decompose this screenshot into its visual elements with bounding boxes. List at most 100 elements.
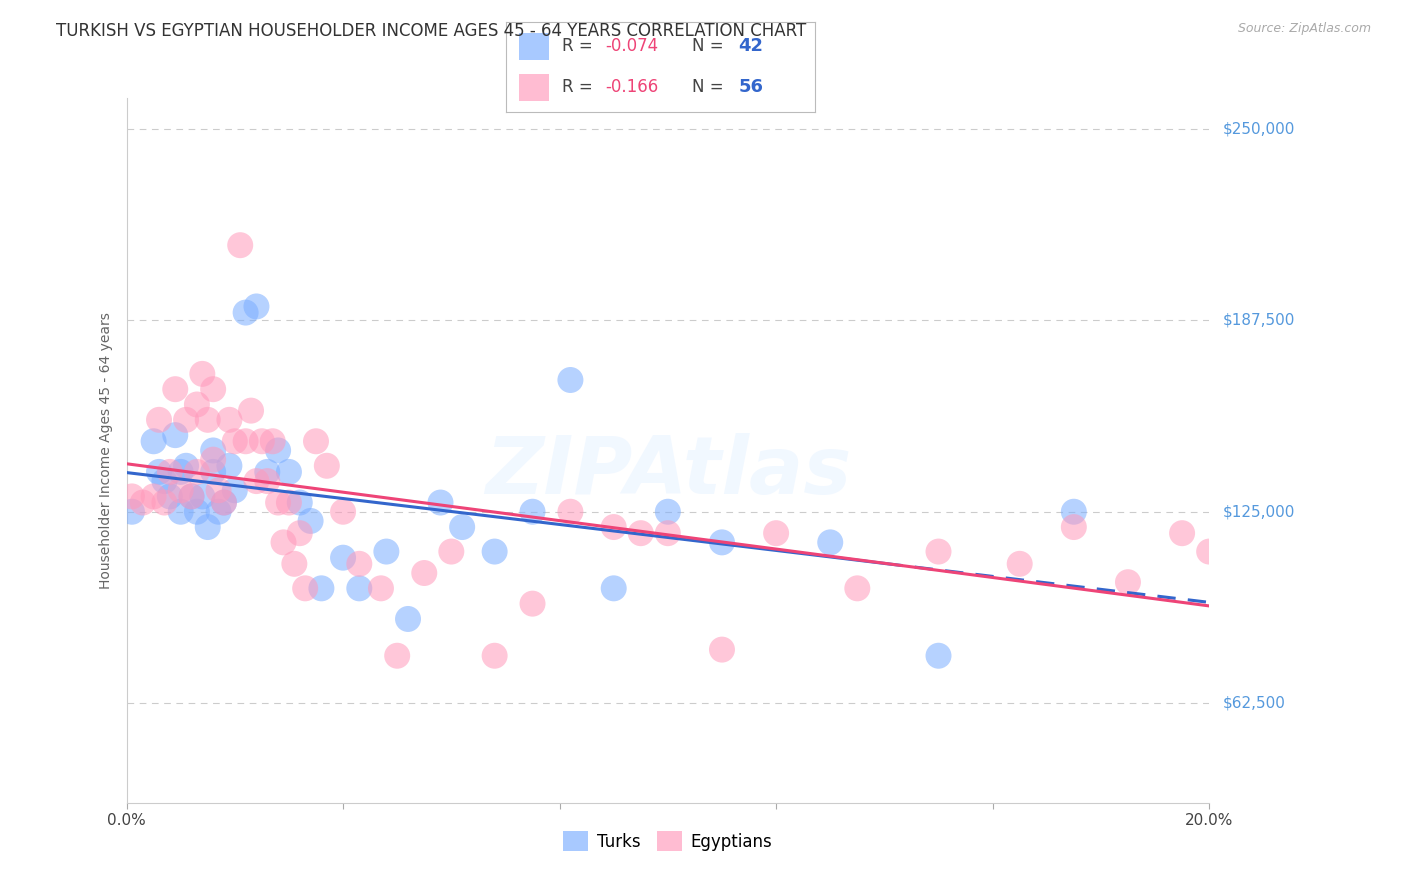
Point: [212, 495, 235, 509]
Point: [132, 495, 155, 509]
Point: [765, 526, 787, 541]
Point: [197, 413, 219, 427]
Point: [121, 505, 143, 519]
Point: [288, 526, 311, 541]
Point: [311, 582, 333, 596]
Point: [224, 483, 246, 498]
Point: [396, 612, 419, 626]
Point: [560, 505, 582, 519]
Point: [165, 428, 187, 442]
Point: [278, 465, 301, 479]
Text: -0.074: -0.074: [605, 37, 658, 55]
Point: [522, 597, 544, 611]
Point: [250, 434, 273, 449]
Point: [235, 434, 257, 449]
Text: Source: ZipAtlas.com: Source: ZipAtlas.com: [1237, 22, 1371, 36]
Point: [186, 505, 208, 519]
Point: [1171, 526, 1194, 541]
Point: [202, 382, 225, 396]
Point: [267, 495, 290, 509]
Point: [159, 465, 181, 479]
Point: [202, 443, 225, 458]
Point: [229, 238, 252, 252]
Text: R =: R =: [562, 78, 598, 96]
Point: [174, 458, 197, 473]
Point: [332, 505, 354, 519]
Point: [235, 305, 257, 319]
Point: [267, 443, 290, 458]
Point: [273, 535, 295, 549]
Point: [245, 300, 267, 314]
Legend: Turks, Egyptians: Turks, Egyptians: [557, 824, 779, 858]
Point: [148, 413, 170, 427]
Point: [1198, 544, 1220, 558]
Text: $125,000: $125,000: [1223, 504, 1295, 519]
Point: [262, 434, 284, 449]
Point: [630, 526, 652, 541]
Text: N =: N =: [692, 78, 728, 96]
Point: [186, 465, 208, 479]
Point: [202, 452, 225, 467]
Text: 56: 56: [738, 78, 763, 96]
Y-axis label: Householder Income Ages 45 - 64 years: Householder Income Ages 45 - 64 years: [100, 312, 114, 589]
Point: [484, 648, 506, 663]
Point: [413, 566, 436, 580]
Point: [560, 373, 582, 387]
Point: [928, 648, 950, 663]
Point: [186, 397, 208, 411]
Point: [278, 495, 301, 509]
Point: [294, 582, 316, 596]
Text: $187,500: $187,500: [1223, 313, 1295, 327]
Point: [159, 490, 181, 504]
Point: [283, 557, 305, 571]
Point: [711, 642, 734, 657]
Point: [207, 505, 229, 519]
Point: [429, 495, 451, 509]
Point: [349, 557, 371, 571]
Point: [191, 490, 214, 504]
Text: R =: R =: [562, 37, 598, 55]
Point: [169, 483, 191, 498]
Point: [180, 490, 202, 504]
Text: $250,000: $250,000: [1223, 121, 1295, 136]
Text: ZIPAtlas: ZIPAtlas: [485, 433, 851, 510]
Text: 42: 42: [738, 37, 763, 55]
Text: $62,500: $62,500: [1223, 696, 1286, 711]
Point: [197, 520, 219, 534]
Point: [180, 490, 202, 504]
Point: [332, 550, 354, 565]
Point: [522, 505, 544, 519]
Text: -0.166: -0.166: [605, 78, 658, 96]
Point: [218, 458, 240, 473]
Point: [245, 474, 267, 488]
Point: [256, 474, 278, 488]
Point: [207, 483, 229, 498]
Point: [818, 535, 841, 549]
Point: [349, 582, 371, 596]
Point: [657, 505, 679, 519]
Point: [142, 490, 165, 504]
Point: [240, 403, 263, 417]
Point: [174, 413, 197, 427]
FancyBboxPatch shape: [519, 33, 550, 60]
Point: [1008, 557, 1031, 571]
Point: [305, 434, 328, 449]
Point: [224, 434, 246, 449]
Point: [288, 495, 311, 509]
Point: [370, 582, 392, 596]
Point: [1116, 575, 1139, 590]
Point: [657, 526, 679, 541]
Point: [142, 434, 165, 449]
Point: [212, 495, 235, 509]
Point: [603, 582, 626, 596]
Point: [484, 544, 506, 558]
Point: [315, 458, 337, 473]
Point: [218, 413, 240, 427]
Point: [153, 495, 176, 509]
Point: [1063, 520, 1085, 534]
Point: [148, 465, 170, 479]
Point: [928, 544, 950, 558]
Point: [375, 544, 398, 558]
Point: [169, 465, 191, 479]
Text: TURKISH VS EGYPTIAN HOUSEHOLDER INCOME AGES 45 - 64 YEARS CORRELATION CHART: TURKISH VS EGYPTIAN HOUSEHOLDER INCOME A…: [56, 22, 807, 40]
